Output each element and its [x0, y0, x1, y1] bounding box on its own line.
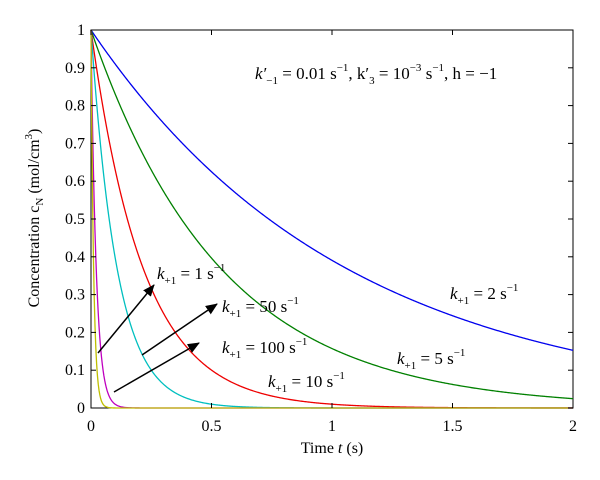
x-tick-label: 2 — [569, 418, 577, 435]
y-tick-label: 0.2 — [65, 324, 85, 341]
y-tick-label: 1 — [77, 22, 85, 39]
y-tick-label: 0 — [77, 400, 85, 417]
x-axis-label: Time t (s) — [301, 440, 364, 457]
curve-1 — [90, 29, 574, 351]
x-tick-label: 0.5 — [202, 418, 222, 435]
y-tick-label: 0.6 — [65, 173, 85, 190]
y-tick-label: 0.3 — [65, 287, 85, 304]
y-tick-label: 0.9 — [65, 60, 85, 77]
label-k1-10: k+1 = 10 s−1 — [268, 370, 345, 395]
curve-2 — [90, 29, 574, 400]
ticks: 0 0.5 1 1.5 2 0 0.1 0.2 0.3 0.4 0.5 0.6 0.7 0.8 0.9 1 — [65, 22, 577, 435]
plot-area — [90, 29, 574, 409]
y-tick-label: 0.8 — [65, 98, 85, 115]
y-tick-label: 0.4 — [65, 249, 85, 266]
y-tick-label: 0.5 — [65, 211, 85, 228]
label-k1-2: k+1 = 2 s−1 — [450, 282, 518, 307]
label-k1-5: k+1 = 5 s−1 — [397, 347, 465, 372]
parameter-annotation: k′−1 = 0.01 s−1, k′3 = 10−3 s−1, h = −1 — [255, 62, 497, 87]
x-tick-label: 0 — [87, 418, 95, 435]
arrow-k1-50 — [141, 303, 218, 356]
y-axis-label: Concentration cN (mol/cm3) — [23, 129, 46, 308]
y-tick-label: 0.1 — [65, 362, 85, 379]
arrow-k1-100 — [113, 342, 200, 393]
y-tick-label: 0.7 — [65, 135, 85, 152]
x-tick-label: 1 — [328, 418, 336, 435]
label-k1-1: k+1 = 1 s−1 — [157, 262, 225, 287]
label-k1-100: k+1 = 100 s−1 — [222, 336, 307, 361]
label-k1-50: k+1 = 50 s−1 — [222, 295, 299, 320]
x-tick-label: 1.5 — [443, 418, 463, 435]
arrow-k1-1 — [97, 284, 155, 354]
